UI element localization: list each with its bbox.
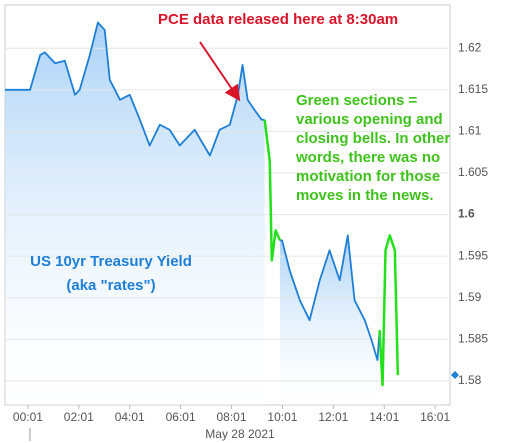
annotation-bells: various opening and <box>296 111 443 128</box>
line <box>263 119 282 262</box>
y-tick-label: 1.605 <box>458 165 488 179</box>
annotation-arrow <box>199 41 241 102</box>
y-tick-label: 1.615 <box>458 82 488 96</box>
annotation-bells: Green sections = <box>296 92 418 109</box>
y-tick-label: 1.61 <box>458 124 482 138</box>
y-tick-label: 1.62 <box>458 40 482 54</box>
x-tick-label: 04:01 <box>115 410 145 424</box>
line <box>378 234 400 387</box>
x-tick-label: 06:01 <box>166 410 196 424</box>
annotation-bells: motivation for those <box>296 168 440 185</box>
y-tick-label: 1.59 <box>458 290 482 304</box>
y-tick-label: 1.585 <box>458 331 488 345</box>
area <box>279 235 380 405</box>
annotation-bells: moves in the news. <box>296 187 434 204</box>
area <box>5 22 265 405</box>
x-tick-label: 10:01 <box>267 410 297 424</box>
line <box>279 234 381 361</box>
series-label: US 10yr Treasury Yield <box>30 253 192 270</box>
x-tick-label: 12:01 <box>318 410 348 424</box>
series-label: (aka "rates") <box>66 277 155 294</box>
annotation-bells: words, there was no <box>295 149 440 166</box>
y-tick-label: 1.595 <box>458 248 488 262</box>
x-axis-label: May 28 2021 <box>205 427 275 441</box>
last-value-marker <box>451 371 459 380</box>
x-tick-label: 02:01 <box>64 410 94 424</box>
annotation-pce: PCE data released here at 8:30am <box>158 11 398 28</box>
annotation-bells: closing bells. In other <box>296 130 450 147</box>
y-tick-label: 1.58 <box>458 373 482 387</box>
y-tick-label: 1.6 <box>458 207 475 221</box>
x-tick-label: 08:01 <box>217 410 247 424</box>
x-tick-label: 14:01 <box>369 410 399 424</box>
x-tick-label: 16:01 <box>420 410 450 424</box>
x-tick-label: 00:01 <box>13 410 43 424</box>
